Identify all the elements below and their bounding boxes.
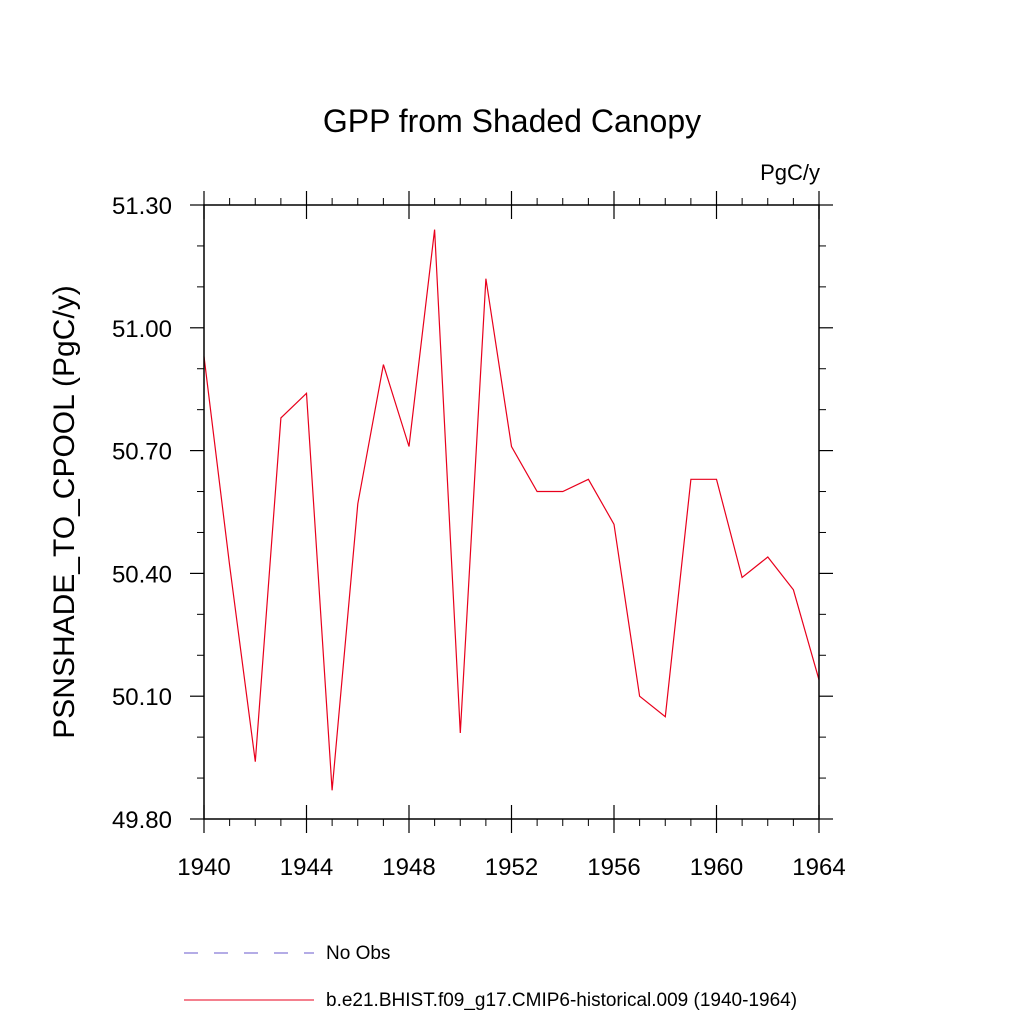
y-axis-label: PSNSHADE_TO_CPOOL (PgC/y) [48, 285, 81, 738]
y-tick-label: 50.70 [112, 439, 172, 466]
y-tick-labels: 49.80 50.10 50.40 50.70 51.00 51.30 [112, 193, 172, 834]
legend: No Obs b.e21.BHIST.f09_g17.CMIP6-histori… [184, 943, 797, 1011]
y-tick-label: 50.40 [112, 561, 172, 588]
x-tick-labels: 1940 1944 1948 1952 1956 1960 1964 [177, 854, 845, 881]
y-tick-label: 50.10 [112, 684, 172, 711]
x-tick-label: 1952 [485, 854, 538, 881]
x-tick-label: 1960 [690, 854, 743, 881]
x-tick-label: 1956 [587, 854, 640, 881]
y-tick-label: 51.30 [112, 193, 172, 220]
x-tick-label: 1948 [382, 854, 435, 881]
y-tick-label: 49.80 [112, 807, 172, 834]
x-tick-label: 1940 [177, 854, 230, 881]
series-layer [203, 229, 820, 791]
units-label: PgC/y [760, 160, 820, 185]
x-tick-label: 1964 [792, 854, 845, 881]
legend-label-historical: b.e21.BHIST.f09_g17.CMIP6-historical.009… [326, 990, 797, 1011]
y-tick-label: 51.00 [112, 316, 172, 343]
axis-ticks [190, 191, 833, 833]
series-line [203, 229, 820, 791]
x-tick-label: 1944 [280, 854, 333, 881]
legend-label-no-obs: No Obs [326, 943, 390, 964]
chart-title: GPP from Shaded Canopy [323, 103, 701, 139]
plot-frame [203, 204, 820, 820]
